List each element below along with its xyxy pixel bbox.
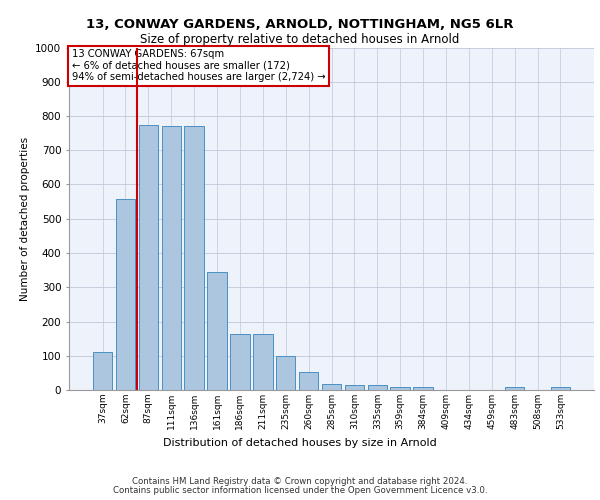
Bar xyxy=(116,199,135,390)
Bar xyxy=(253,334,272,390)
Bar xyxy=(391,386,410,390)
Text: Contains public sector information licensed under the Open Government Licence v3: Contains public sector information licen… xyxy=(113,486,487,495)
Y-axis label: Number of detached properties: Number of detached properties xyxy=(20,136,29,301)
Bar xyxy=(93,352,112,390)
Bar xyxy=(413,386,433,390)
Bar xyxy=(368,385,387,390)
Bar xyxy=(505,386,524,390)
Text: 13 CONWAY GARDENS: 67sqm
← 6% of detached houses are smaller (172)
94% of semi-d: 13 CONWAY GARDENS: 67sqm ← 6% of detache… xyxy=(71,49,325,82)
Bar xyxy=(344,385,364,390)
Text: Distribution of detached houses by size in Arnold: Distribution of detached houses by size … xyxy=(163,438,437,448)
Bar xyxy=(276,356,295,390)
Bar xyxy=(551,386,570,390)
Bar xyxy=(208,272,227,390)
Bar xyxy=(230,334,250,390)
Bar xyxy=(161,126,181,390)
Text: Size of property relative to detached houses in Arnold: Size of property relative to detached ho… xyxy=(140,32,460,46)
Bar xyxy=(184,126,204,390)
Text: Contains HM Land Registry data © Crown copyright and database right 2024.: Contains HM Land Registry data © Crown c… xyxy=(132,477,468,486)
Text: 13, CONWAY GARDENS, ARNOLD, NOTTINGHAM, NG5 6LR: 13, CONWAY GARDENS, ARNOLD, NOTTINGHAM, … xyxy=(86,18,514,30)
Bar xyxy=(322,384,341,390)
Bar xyxy=(299,372,319,390)
Bar xyxy=(139,124,158,390)
